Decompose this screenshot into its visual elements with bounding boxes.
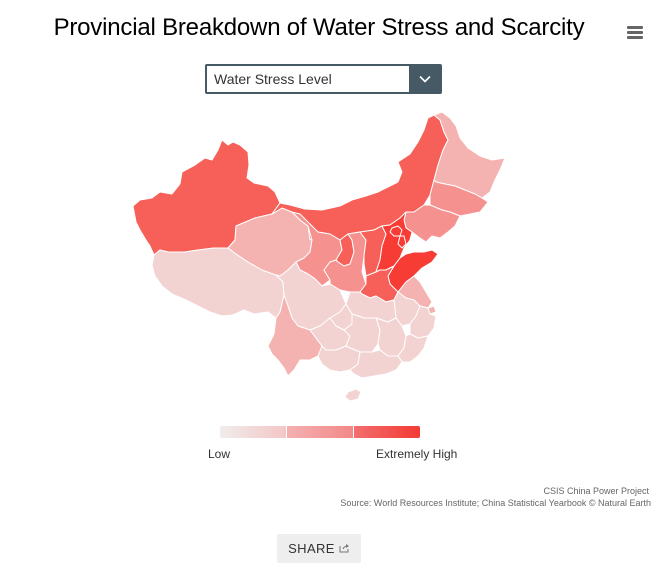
legend-low-label: Low [208, 447, 231, 461]
source-text: Source: World Resources Institute; China… [340, 498, 651, 508]
legend-segment-high [353, 426, 420, 438]
province-hebei[interactable] [375, 211, 413, 273]
metric-dropdown[interactable]: Water Stress Level [205, 64, 442, 94]
credit-text: CSIS China Power Project [543, 486, 649, 496]
dropdown-selected-value: Water Stress Level [214, 71, 332, 87]
province-guangdong[interactable] [349, 349, 403, 379]
legend-high-label: Extremely High [376, 447, 458, 461]
chevron-down-icon[interactable] [409, 66, 440, 92]
hamburger-menu-icon[interactable] [627, 26, 647, 42]
province-yunnan[interactable] [267, 294, 323, 377]
share-icon [339, 541, 350, 556]
chart-title: Provincial Breakdown of Water Stress and… [53, 14, 585, 41]
color-scale-legend [220, 426, 420, 438]
share-button[interactable]: SHARE [277, 534, 361, 563]
legend-segment-medium [286, 426, 353, 438]
share-label: SHARE [288, 541, 335, 556]
province-tianjin[interactable] [397, 235, 407, 249]
province-hainan[interactable] [344, 388, 362, 402]
legend-segment-low [220, 426, 286, 438]
